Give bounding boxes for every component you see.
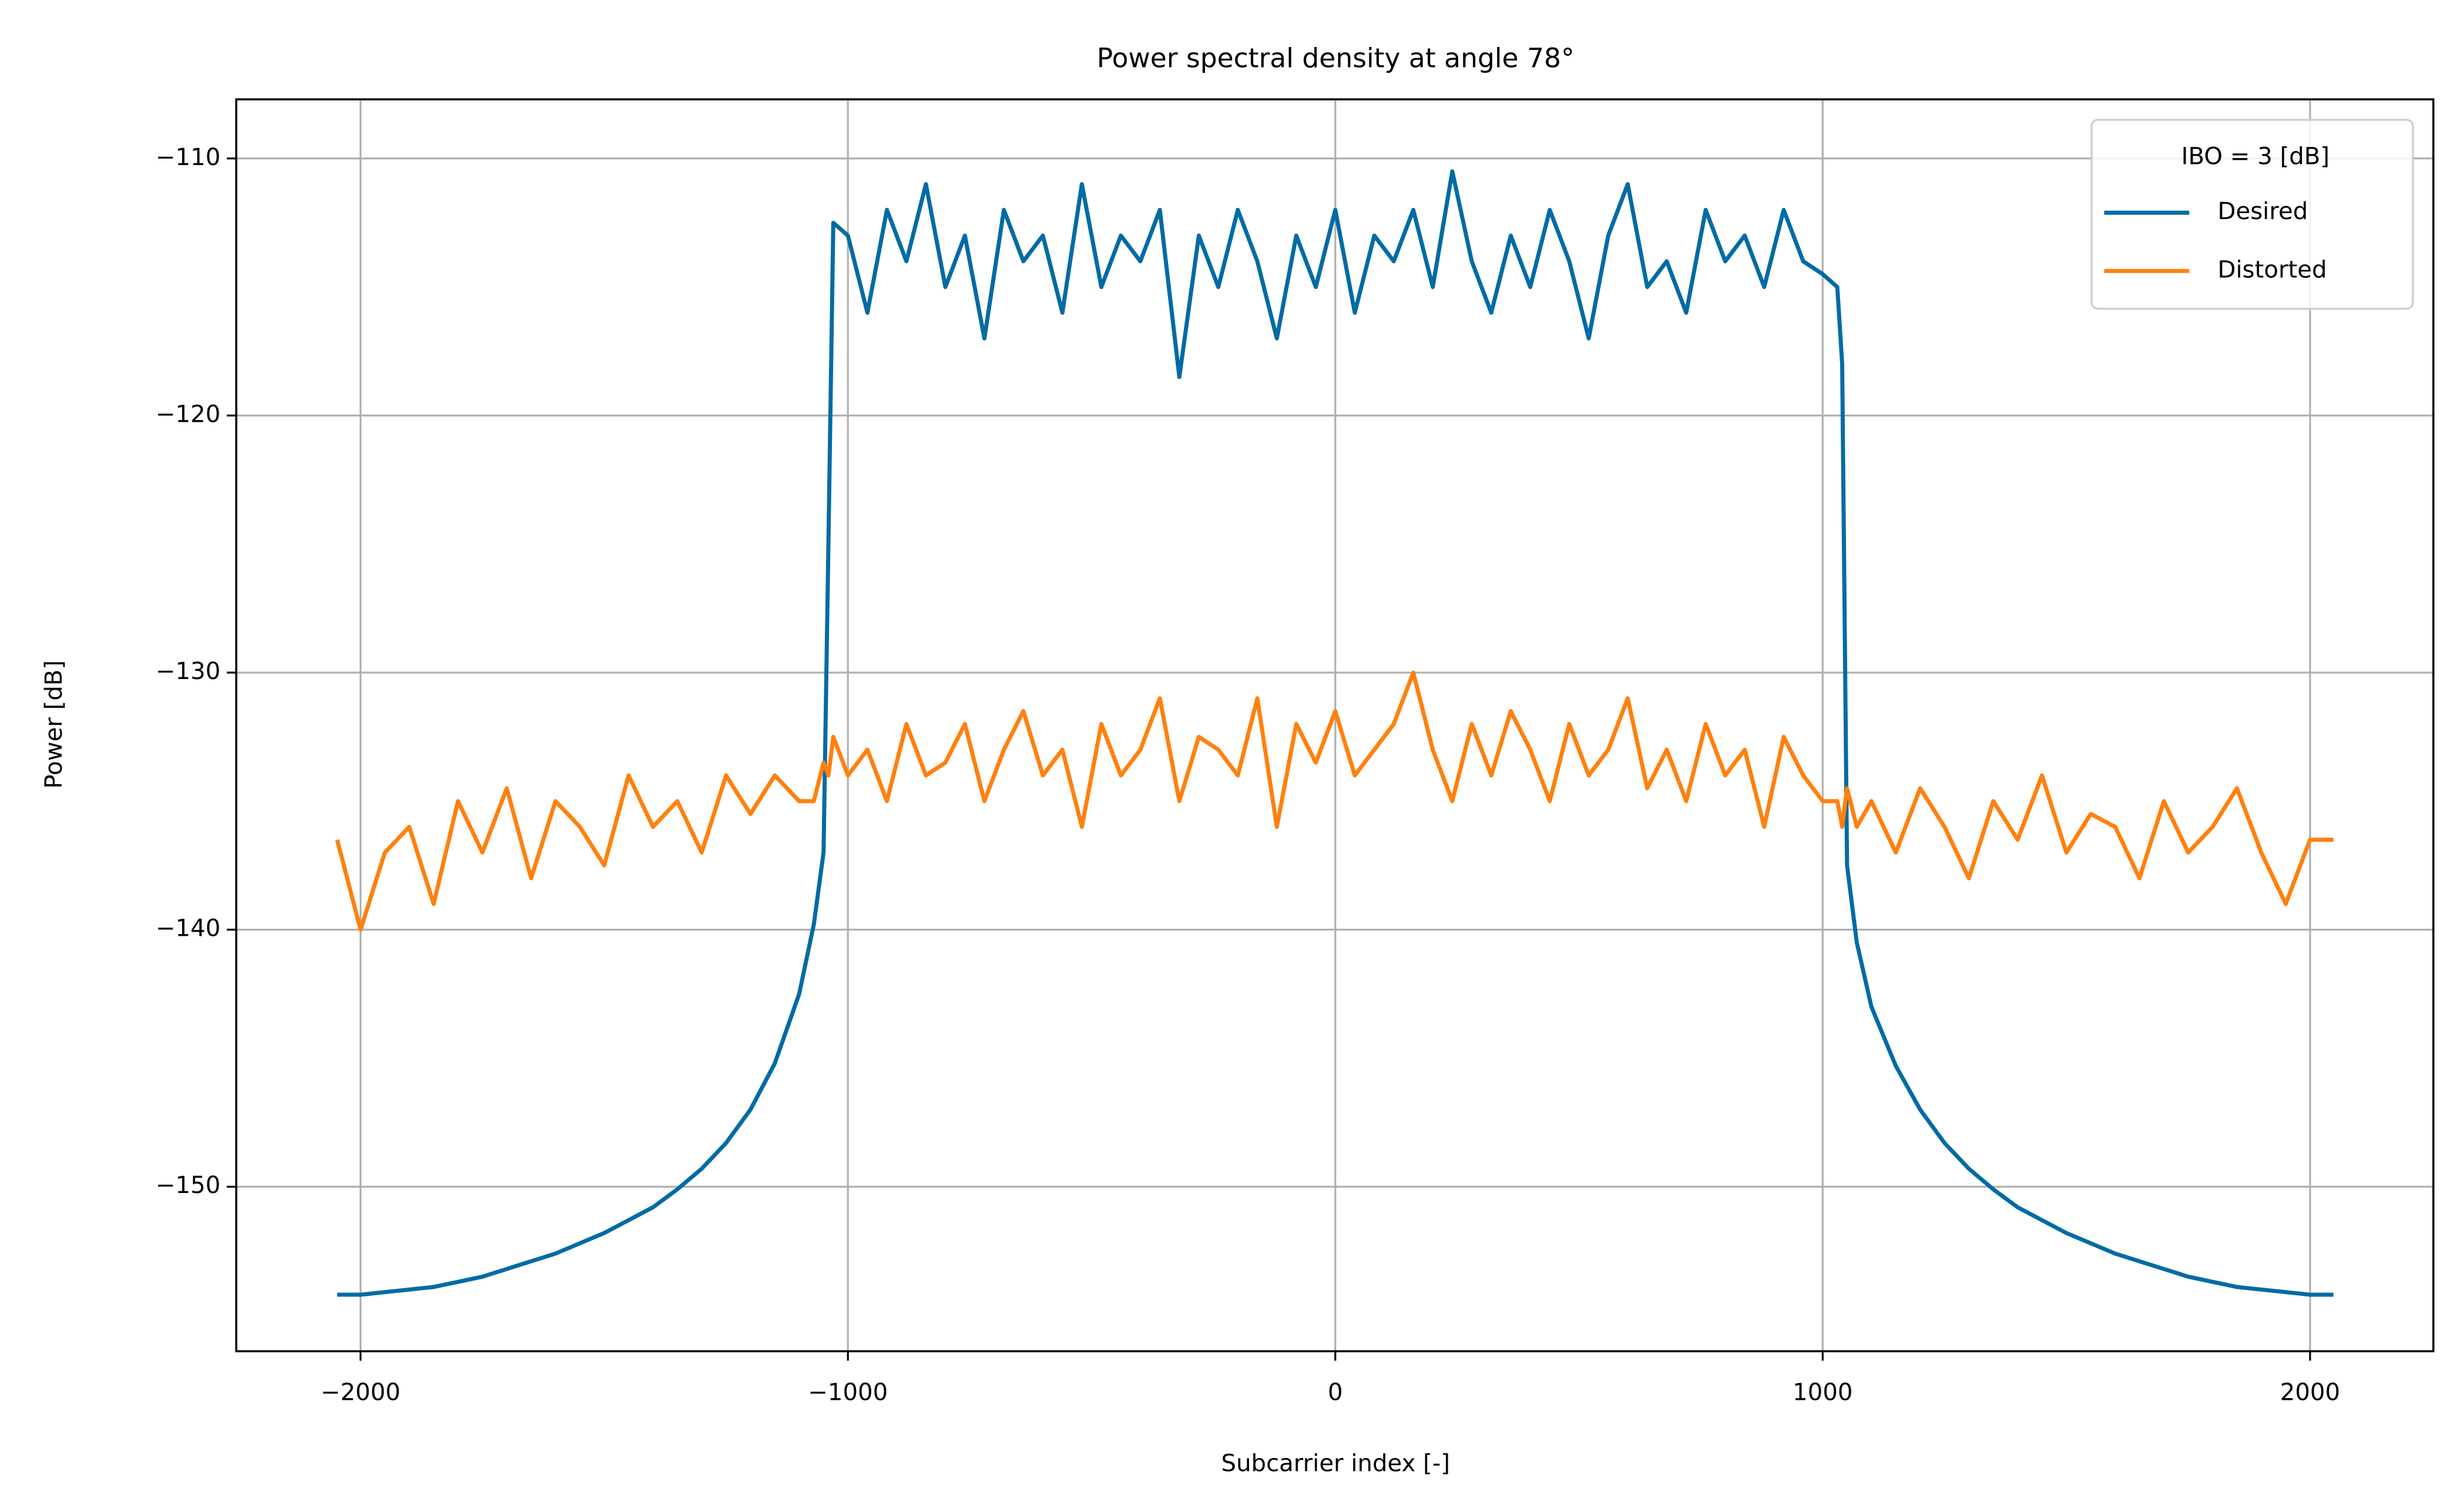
- plot-lines: [335, 169, 2334, 1297]
- y-axis-label: Power [dB]: [41, 660, 68, 789]
- grid: [236, 99, 2433, 1352]
- x-axis-label: Subcarrier index [-]: [1221, 1450, 1450, 1477]
- series-line: [335, 670, 2334, 932]
- y-tick-label: −140: [156, 915, 220, 942]
- x-tick-label: 0: [1328, 1379, 1343, 1406]
- legend-title: IBO = 3 [dB]: [2181, 143, 2330, 170]
- x-tick-label: −1000: [808, 1379, 888, 1406]
- legend-label: Distorted: [2218, 256, 2327, 283]
- legend: IBO = 3 [dB] Desired Distorted: [2090, 119, 2414, 310]
- series-line: [337, 169, 2334, 1297]
- y-tick-label: −130: [156, 658, 220, 685]
- legend-label: Desired: [2218, 198, 2308, 225]
- y-tick-label: −150: [156, 1172, 220, 1199]
- y-tick-label: −110: [156, 144, 220, 171]
- x-tick-label: −2000: [321, 1379, 401, 1406]
- y-tick-label: −120: [156, 401, 220, 428]
- x-tick-label: 2000: [2280, 1379, 2340, 1406]
- x-tick-label: 1000: [1793, 1379, 1852, 1406]
- chart-title: Power spectral density at angle 78°: [1097, 43, 1575, 74]
- legend-box: [2090, 119, 2414, 310]
